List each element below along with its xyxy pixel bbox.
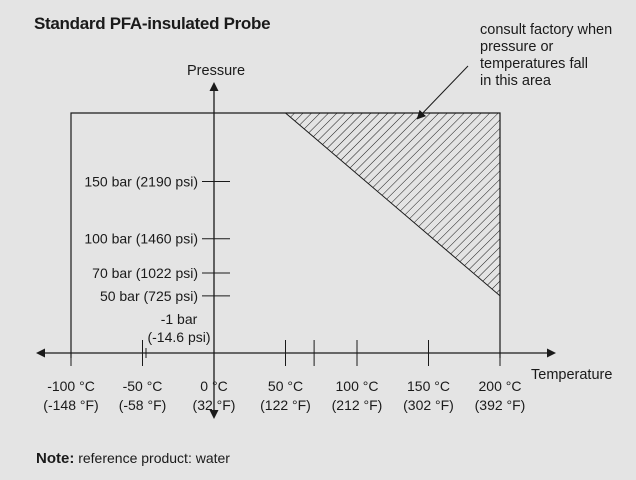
y-tick-label: 50 bar (725 psi): [100, 288, 198, 304]
x-tick-label: (-148 °F): [43, 397, 98, 413]
consult-annotation: consult factory when pressure or tempera…: [480, 22, 630, 90]
x-tick-label: 0 °C: [200, 378, 227, 394]
note-label: Note:: [36, 450, 75, 467]
x-tick-label: 150 °C: [407, 378, 450, 394]
annotation-line-3: temperatures fall: [480, 56, 588, 72]
x-tick-label: 100 °C: [336, 378, 379, 394]
chart-title: Standard PFA-insulated Probe: [34, 14, 271, 33]
x-tick-label: -50 °C: [123, 378, 163, 394]
annotation-arrow: [416, 65, 469, 120]
x-tick-label: (212 °F): [332, 397, 383, 413]
annotation-line-2: pressure or: [480, 39, 554, 55]
y-axis-label: Pressure: [187, 63, 245, 79]
x-tick-label: (32 °F): [193, 397, 236, 413]
x-tick-label: (392 °F): [475, 397, 526, 413]
x-tick-label: 50 °C: [268, 378, 303, 394]
operating-envelope: [70, 112, 501, 358]
note-text: reference product: water: [74, 450, 230, 466]
y-tick-label: 100 bar (1460 psi): [84, 231, 198, 247]
x-tick-label: -100 °C: [47, 378, 95, 394]
x-tick-label: (302 °F): [403, 397, 454, 413]
note: Note: reference product: water: [36, 450, 230, 467]
y-tick-label: 150 bar (2190 psi): [84, 174, 198, 190]
y-tick-label: 70 bar (1022 psi): [92, 265, 198, 281]
consult-region: [284, 112, 501, 297]
x-tick-label: 200 °C: [479, 378, 522, 394]
x-axis-label: Temperature: [531, 367, 612, 383]
annotation-line-1: consult factory when: [480, 22, 613, 38]
y-tick-label: (-14.6 psi): [147, 329, 210, 345]
annotation-line-4: in this area: [480, 73, 551, 89]
x-tick-label: (-58 °F): [119, 397, 167, 413]
y-tick-label: -1 bar: [161, 311, 198, 327]
x-tick-label: (122 °F): [260, 397, 311, 413]
